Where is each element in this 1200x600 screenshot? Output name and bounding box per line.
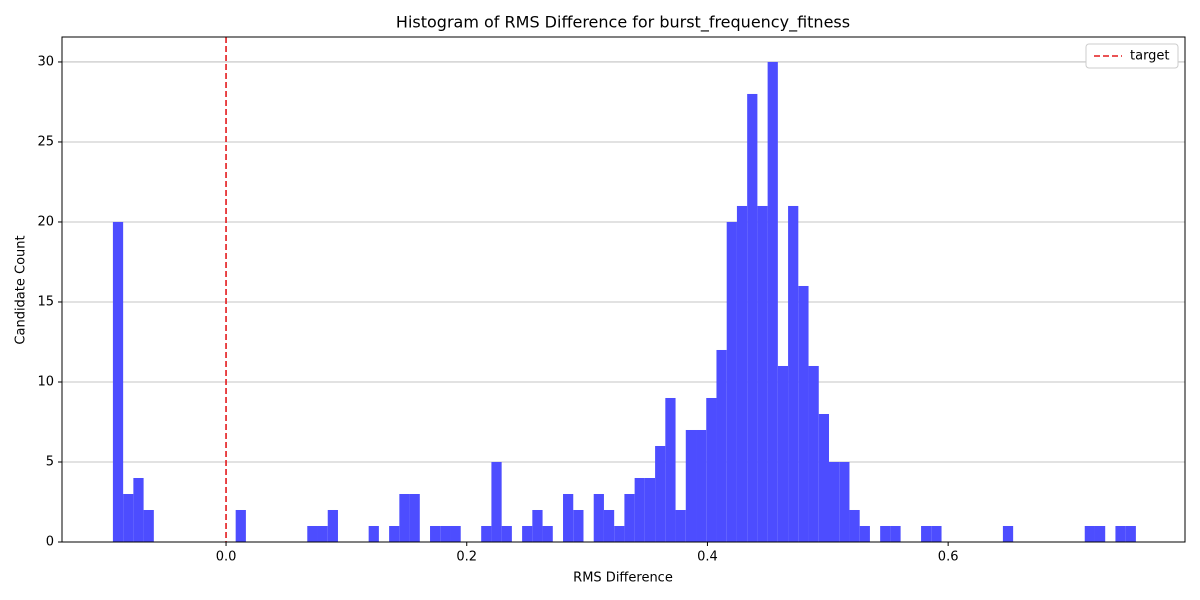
bar [624,493,635,542]
bar [430,525,441,542]
bar [450,525,461,542]
bar [818,413,830,542]
plot-frame [61,36,1186,543]
bar [399,493,410,542]
bar [123,493,134,542]
bar [675,509,686,542]
bar [481,525,492,542]
x-tick-label: 0.6 [938,550,959,565]
bar [1084,525,1095,542]
bar [859,525,870,542]
bar [368,525,379,542]
y-axis-label: Candidate Count [14,235,29,344]
bar [777,365,789,542]
bar [1002,525,1014,542]
bar [235,509,246,542]
bar [716,349,727,542]
legend-box [1085,43,1179,69]
bar [327,509,338,542]
bar [931,525,942,542]
bar [317,525,328,542]
bar [839,461,850,542]
bar [1125,525,1136,542]
bar [808,365,819,542]
bar [491,461,502,542]
bar [880,525,891,542]
bar [522,525,533,542]
bar [389,525,400,542]
bar [409,493,420,542]
bar [757,205,768,542]
bar [563,493,574,542]
bar [665,397,676,542]
bar [1115,525,1126,542]
bar [634,477,645,542]
bar [767,61,778,543]
y-tick-label: 5 [46,454,54,469]
y-tick-label: 0 [46,535,54,550]
bar [829,461,840,542]
bar [133,477,144,542]
bar [736,205,748,542]
bar [603,509,615,542]
bar [112,221,124,542]
bar [696,429,707,542]
bar [573,509,584,542]
bar [890,525,901,542]
bar [542,525,553,542]
y-tick-label: 30 [37,54,54,69]
y-tick-label: 20 [37,214,54,229]
bar [593,493,604,542]
bar [644,477,656,542]
bar [747,93,758,543]
bar [788,205,799,542]
bar [532,509,543,542]
bar [706,397,717,542]
bar [798,285,809,542]
x-tick-label: 0.2 [456,550,477,565]
y-tick-label: 25 [37,134,54,149]
x-tick-label: 0.4 [697,550,718,565]
bar [849,509,860,542]
bar [440,525,451,542]
bar [307,525,318,542]
bar [1094,525,1106,542]
bar [655,445,666,542]
y-tick-label: 10 [37,374,54,389]
bar [726,221,737,542]
chart-title: Histogram of RMS Difference for burst_fr… [396,13,850,33]
bar [501,525,512,542]
y-tick-label: 15 [37,294,54,309]
x-tick-label: 0.0 [216,550,237,565]
bar [143,509,154,542]
bar [685,429,697,542]
bar [614,525,625,542]
legend-label: target [1130,49,1170,64]
bar [921,525,932,542]
x-axis-label: RMS Difference [573,571,673,586]
